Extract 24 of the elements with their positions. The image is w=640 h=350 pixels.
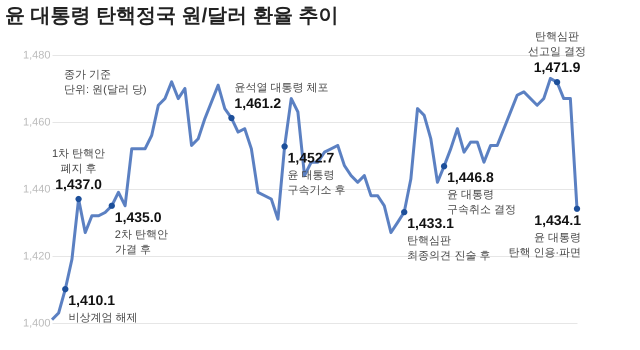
y-tick-label: 1,420	[22, 250, 50, 262]
y-tick-label: 1,480	[22, 50, 50, 62]
y-tick-label: 1,460	[22, 116, 50, 128]
annotation: 탄핵심판 선고일 결정	[528, 31, 586, 58]
y-tick-label: 1,440	[22, 184, 50, 196]
data-label: 1,471.9	[534, 59, 581, 76]
data-label: 1,461.2	[234, 94, 282, 111]
data-label: 1,437.0	[55, 176, 102, 192]
data-label: 1,446.8	[447, 169, 494, 186]
data-label: 1,433.1	[407, 215, 454, 232]
annotation: 윤석열 대통령 체포	[234, 82, 329, 94]
annotation: 종가 기준 단위: 원(달러 당)	[64, 69, 146, 96]
annotation: 윤 대통령 구속기소 후	[288, 169, 346, 196]
annotation: 윤 대통령 탄핵 인용·파면	[508, 232, 581, 259]
annotation: 윤 대통령 구속취소 결정	[447, 189, 516, 216]
data-label: 1,410.1	[68, 292, 116, 308]
annotation: 탄핵심판 최종의견 진술 후	[407, 235, 490, 262]
data-label: 1,435.0	[114, 208, 162, 225]
chart-title: 윤 대통령 탄핵정국 원/달러 환율 추이	[5, 5, 338, 27]
annotation: 비상계엄 해제	[68, 312, 138, 324]
annotation: 1차 탄핵안 폐지 후	[52, 148, 106, 176]
annotation: 2차 탄핵안 가결 후	[114, 228, 168, 256]
data-label: 1,434.1	[534, 212, 582, 228]
y-tick-label: 1,400	[22, 318, 50, 330]
